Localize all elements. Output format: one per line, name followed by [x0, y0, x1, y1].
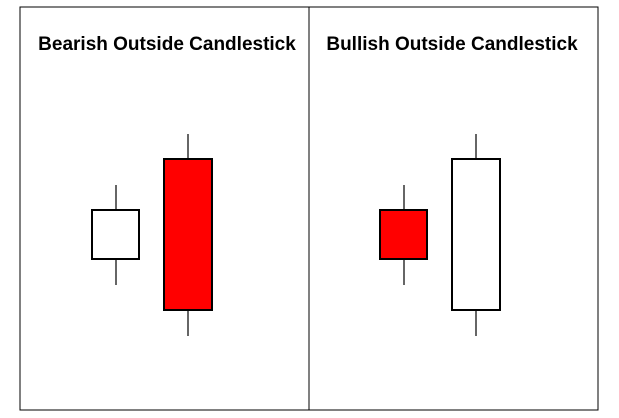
bullish-large-candle — [451, 134, 501, 336]
bearish-large-candle-body — [163, 158, 213, 311]
bearish-small-candle-body — [91, 209, 140, 260]
bullish-panel-border — [308, 6, 599, 411]
bullish-small-candle-body — [379, 209, 428, 260]
bearish-large-candle — [163, 134, 213, 336]
bullish-small-candle — [379, 185, 428, 285]
bearish-small-candle — [91, 185, 140, 285]
bearish-panel-title: Bearish Outside Candlestick — [38, 34, 296, 55]
bearish-panel: Bearish Outside Candlestick — [19, 6, 310, 411]
bullish-large-candle-body — [451, 158, 501, 311]
bullish-panel: Bullish Outside Candlestick — [308, 6, 599, 411]
bullish-panel-title: Bullish Outside Candlestick — [326, 34, 578, 55]
